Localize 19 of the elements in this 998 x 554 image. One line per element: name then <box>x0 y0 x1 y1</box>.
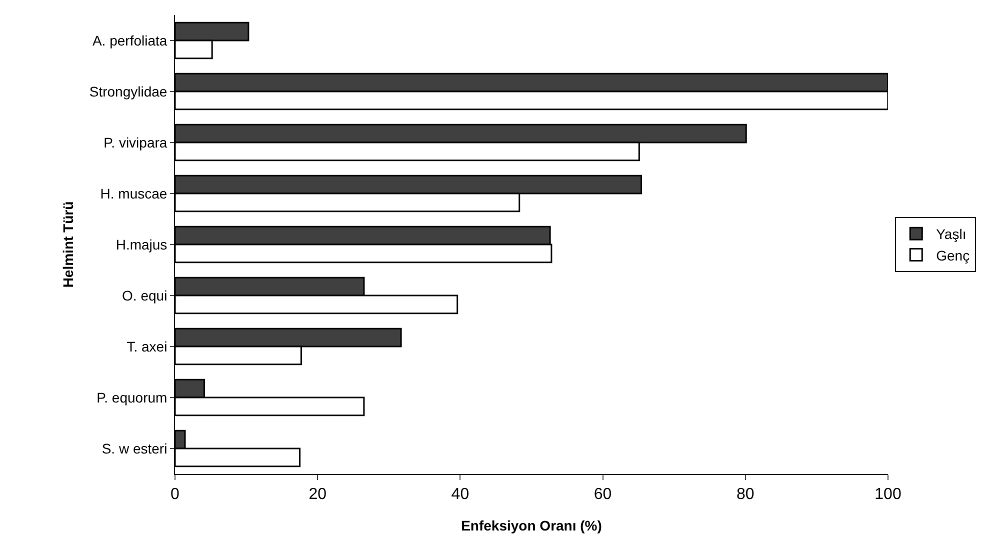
y-tick-label: P. vivipara <box>104 134 168 150</box>
x-tick-label: 20 <box>308 486 327 504</box>
y-axis-title: Helmint Türü <box>60 201 76 288</box>
y-tick-label: H.majus <box>116 236 168 252</box>
x-tick-label: 80 <box>736 486 754 504</box>
y-tick-label: H. muscae <box>100 185 168 202</box>
y-tick-label: T. axei <box>126 338 168 354</box>
x-tick-label: 0 <box>170 486 180 504</box>
y-tick-label: Strongylidae <box>89 83 168 100</box>
legend-label: Yaşlı <box>936 226 966 242</box>
x-tick-label: 40 <box>451 486 470 504</box>
y-tick-label: A. perfoliata <box>92 32 168 48</box>
y-tick-label: P. equorum <box>96 389 168 406</box>
x-axis-title: Enfeksiyon Oranı (%) <box>461 518 602 534</box>
y-tick-label: O. equi <box>122 287 168 304</box>
x-tick-label: 60 <box>594 486 612 504</box>
legend-label: Genç <box>936 247 970 264</box>
x-tick-label: 100 <box>874 486 902 504</box>
y-tick-label: S. w esteri <box>102 440 168 456</box>
